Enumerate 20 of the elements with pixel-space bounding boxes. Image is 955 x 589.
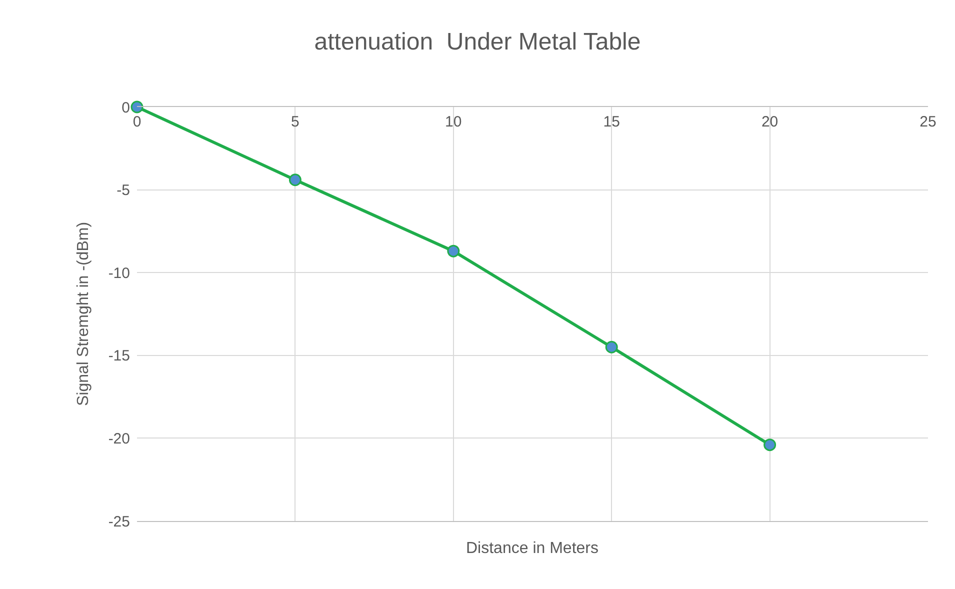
y-tick-label: 0	[122, 99, 130, 116]
y-tick-label: -5	[116, 182, 130, 200]
point	[447, 244, 460, 258]
point	[288, 174, 302, 186]
y-tick-label: -25	[108, 513, 130, 530]
point	[130, 100, 144, 114]
point	[605, 340, 618, 354]
x-tick-label: 25	[920, 114, 936, 130]
x-tick-label: 5	[291, 114, 300, 130]
x-axis-title: Distance in Meters	[466, 540, 598, 557]
y-tick-label: -15	[108, 348, 130, 365]
y-tick-label: -20	[108, 430, 130, 448]
y-tick-label: -10	[108, 264, 130, 282]
x-tick-label: 15	[603, 114, 620, 130]
chart-title: attenuation Under Metal Table	[314, 28, 641, 56]
point	[764, 438, 776, 452]
x-tick-label: 0	[132, 114, 142, 130]
x-tick-label: 10	[445, 114, 462, 130]
x-tick-label: 20	[761, 114, 778, 130]
y-axis-title: Signal Stremght in -(dBm)	[75, 222, 92, 406]
